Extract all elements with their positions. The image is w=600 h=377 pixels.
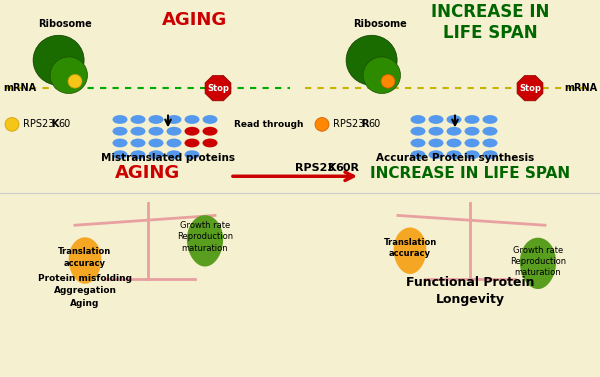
Polygon shape xyxy=(520,238,556,289)
Ellipse shape xyxy=(203,139,218,147)
Ellipse shape xyxy=(464,139,479,147)
Text: INCREASE IN
LIFE SPAN: INCREASE IN LIFE SPAN xyxy=(431,3,549,42)
Ellipse shape xyxy=(464,150,479,159)
Text: R: R xyxy=(361,120,368,129)
Circle shape xyxy=(50,57,88,93)
Ellipse shape xyxy=(482,127,497,136)
Circle shape xyxy=(315,118,329,131)
Ellipse shape xyxy=(131,115,146,124)
Text: Ribosome: Ribosome xyxy=(353,20,407,29)
Ellipse shape xyxy=(428,150,443,159)
Polygon shape xyxy=(187,215,223,267)
Ellipse shape xyxy=(131,127,146,136)
Ellipse shape xyxy=(482,139,497,147)
Ellipse shape xyxy=(410,139,425,147)
Ellipse shape xyxy=(428,115,443,124)
Ellipse shape xyxy=(185,139,199,147)
Text: Translation
accuracy: Translation accuracy xyxy=(383,238,437,258)
Text: Protein misfolding
Aggregation
Aging: Protein misfolding Aggregation Aging xyxy=(38,274,132,308)
Text: AGING: AGING xyxy=(163,11,227,29)
Text: INCREASE IN LIFE SPAN: INCREASE IN LIFE SPAN xyxy=(370,166,570,181)
Text: Growth rate
Reproduction
maturation: Growth rate Reproduction maturation xyxy=(510,246,566,277)
Circle shape xyxy=(363,57,401,93)
Ellipse shape xyxy=(446,127,461,136)
Text: Translation
accuracy: Translation accuracy xyxy=(58,247,112,268)
Text: RPS23: RPS23 xyxy=(295,164,335,173)
Text: Stop: Stop xyxy=(519,84,541,93)
Circle shape xyxy=(68,74,82,88)
Ellipse shape xyxy=(185,115,199,124)
Ellipse shape xyxy=(113,115,128,124)
Ellipse shape xyxy=(464,115,479,124)
Ellipse shape xyxy=(410,127,425,136)
Ellipse shape xyxy=(203,115,218,124)
Ellipse shape xyxy=(167,150,182,159)
Ellipse shape xyxy=(482,150,497,159)
Ellipse shape xyxy=(167,139,182,147)
Ellipse shape xyxy=(149,150,163,159)
Text: Mistranslated proteins: Mistranslated proteins xyxy=(101,153,235,162)
Text: K: K xyxy=(51,120,59,129)
Ellipse shape xyxy=(410,115,425,124)
Text: Ribosome: Ribosome xyxy=(38,20,92,29)
Ellipse shape xyxy=(131,150,146,159)
Ellipse shape xyxy=(410,150,425,159)
Circle shape xyxy=(5,118,19,131)
Ellipse shape xyxy=(113,139,128,147)
Text: Accurate Protein synthesis: Accurate Protein synthesis xyxy=(376,153,534,162)
Text: Stop: Stop xyxy=(207,84,229,93)
Ellipse shape xyxy=(446,139,461,147)
Ellipse shape xyxy=(446,115,461,124)
Circle shape xyxy=(33,35,84,85)
Ellipse shape xyxy=(203,127,218,136)
Circle shape xyxy=(346,35,397,85)
Ellipse shape xyxy=(446,150,461,159)
Ellipse shape xyxy=(149,139,163,147)
Text: RPS23: RPS23 xyxy=(333,120,364,129)
Polygon shape xyxy=(205,75,231,101)
Text: Functional Protein
Longevity: Functional Protein Longevity xyxy=(406,276,534,306)
Polygon shape xyxy=(68,237,101,284)
Ellipse shape xyxy=(428,127,443,136)
Ellipse shape xyxy=(131,139,146,147)
Ellipse shape xyxy=(113,127,128,136)
Text: K: K xyxy=(328,164,337,173)
Ellipse shape xyxy=(185,150,199,159)
Text: Growth rate
Reproduction
maturation: Growth rate Reproduction maturation xyxy=(177,221,233,253)
Polygon shape xyxy=(517,75,543,101)
Ellipse shape xyxy=(482,115,497,124)
Text: 60: 60 xyxy=(58,120,70,129)
Ellipse shape xyxy=(185,127,199,136)
Ellipse shape xyxy=(167,115,182,124)
Text: Read through: Read through xyxy=(234,120,304,129)
Ellipse shape xyxy=(149,127,163,136)
Circle shape xyxy=(381,74,395,88)
Text: 60R: 60R xyxy=(335,164,359,173)
Polygon shape xyxy=(394,227,427,274)
Ellipse shape xyxy=(428,139,443,147)
Ellipse shape xyxy=(167,127,182,136)
Text: AGING: AGING xyxy=(115,164,181,182)
Ellipse shape xyxy=(113,150,128,159)
Ellipse shape xyxy=(464,127,479,136)
Ellipse shape xyxy=(149,115,163,124)
Text: 60: 60 xyxy=(368,120,380,129)
Text: mRNA: mRNA xyxy=(3,83,36,93)
Text: mRNA: mRNA xyxy=(564,83,597,93)
Text: RPS23: RPS23 xyxy=(23,120,55,129)
